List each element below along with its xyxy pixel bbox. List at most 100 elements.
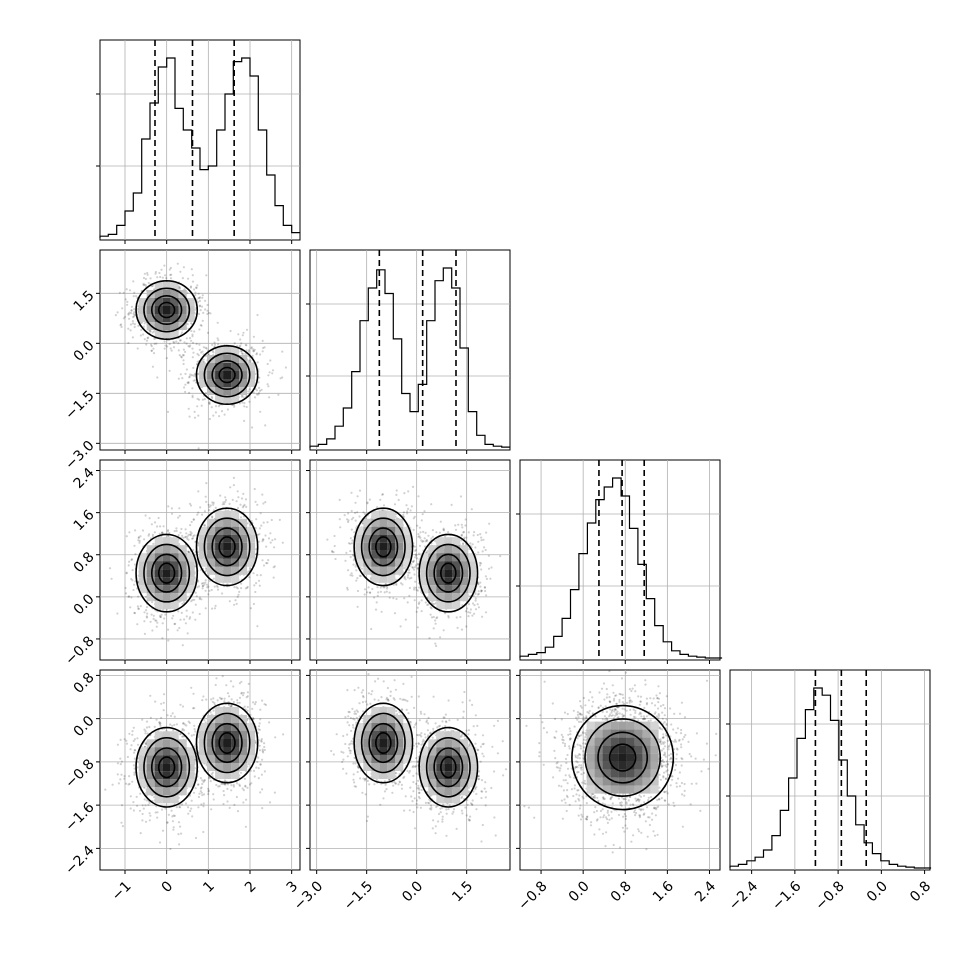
scatter-point bbox=[187, 344, 190, 348]
scatter-point bbox=[182, 266, 185, 269]
scatter-point bbox=[187, 407, 190, 410]
scatter-point bbox=[206, 312, 209, 316]
scatter-point bbox=[222, 789, 225, 793]
scatter-point bbox=[220, 782, 223, 786]
density-cell bbox=[170, 593, 179, 602]
scatter-point bbox=[143, 620, 146, 623]
scatter-point bbox=[136, 743, 140, 746]
scatter-point bbox=[253, 584, 256, 587]
scatter-point bbox=[180, 331, 184, 334]
joint-panel-1-2 bbox=[309, 459, 511, 661]
scatter-point bbox=[184, 528, 187, 531]
scatter-point bbox=[182, 536, 185, 539]
scatter-point bbox=[263, 770, 266, 773]
contour-line bbox=[195, 702, 259, 784]
density-cell bbox=[162, 322, 171, 330]
scatter-point bbox=[169, 277, 173, 280]
scatter-point bbox=[211, 516, 214, 519]
scatter-point bbox=[194, 379, 197, 382]
scatter-point bbox=[231, 498, 234, 501]
scatter-point bbox=[193, 288, 196, 291]
density-cell bbox=[186, 779, 195, 788]
scatter-point bbox=[148, 330, 152, 333]
scatter-point bbox=[143, 632, 146, 636]
density-cell bbox=[162, 779, 171, 788]
scatter-point bbox=[208, 402, 211, 405]
scatter-point bbox=[248, 388, 251, 391]
scatter-point bbox=[156, 621, 159, 624]
scatter-point bbox=[138, 541, 141, 544]
scatter-point bbox=[197, 511, 200, 514]
scatter-point bbox=[236, 506, 240, 510]
scatter-point bbox=[167, 505, 170, 508]
scatter-point bbox=[135, 295, 138, 298]
scatter-point bbox=[159, 724, 162, 727]
scatter-point bbox=[142, 325, 145, 328]
scatter-point bbox=[205, 347, 208, 350]
density-cell bbox=[178, 779, 187, 788]
scatter-point bbox=[202, 358, 205, 361]
density-cell bbox=[162, 593, 171, 602]
scatter-point bbox=[185, 609, 188, 612]
density-cell bbox=[199, 371, 208, 379]
scatter-point bbox=[274, 736, 277, 739]
density-cell bbox=[223, 526, 232, 535]
scatter-point bbox=[143, 322, 146, 325]
scatter-point bbox=[461, 526, 464, 529]
scatter-point bbox=[281, 350, 284, 353]
scatter-point bbox=[170, 273, 173, 276]
density-cell bbox=[154, 298, 163, 306]
scatter-point bbox=[251, 426, 254, 429]
scatter-point bbox=[138, 809, 142, 812]
density-cell bbox=[146, 593, 155, 602]
density-cell bbox=[215, 731, 224, 739]
scatter-point bbox=[247, 390, 250, 393]
density-cell bbox=[207, 363, 216, 371]
scatter-point bbox=[156, 376, 159, 379]
density-cell bbox=[146, 314, 155, 322]
density-cell bbox=[231, 707, 240, 715]
scatter-point bbox=[212, 577, 215, 580]
density-cell bbox=[231, 379, 240, 387]
scatter-point bbox=[198, 597, 201, 601]
density-cell bbox=[239, 747, 248, 755]
scatter-point bbox=[235, 500, 238, 503]
scatter-point bbox=[211, 501, 214, 504]
scatter-point bbox=[263, 742, 266, 745]
density-cell bbox=[162, 787, 171, 796]
scatter-point bbox=[160, 613, 163, 616]
scatter-point bbox=[192, 374, 195, 377]
density-cell bbox=[170, 298, 179, 306]
scatter-point bbox=[204, 567, 208, 570]
scatter-point bbox=[246, 709, 249, 712]
scatter-point bbox=[182, 722, 185, 725]
scatter-point bbox=[153, 725, 156, 729]
contour-line bbox=[135, 726, 199, 808]
scatter-point bbox=[164, 344, 167, 347]
scatter-point bbox=[160, 535, 163, 538]
scatter-point bbox=[203, 524, 206, 527]
scatter-point bbox=[160, 702, 163, 705]
scatter-point bbox=[205, 568, 208, 571]
density-cell bbox=[207, 558, 216, 567]
scatter-point bbox=[201, 513, 204, 516]
scatter-point bbox=[205, 500, 208, 503]
scatter-point bbox=[201, 584, 204, 588]
scatter-point bbox=[189, 285, 193, 288]
density-cell bbox=[170, 739, 179, 748]
scatter-point bbox=[277, 393, 280, 396]
scatter-point bbox=[229, 705, 233, 708]
scatter-point bbox=[125, 572, 128, 575]
scatter-point bbox=[133, 583, 136, 586]
scatter-point bbox=[259, 708, 262, 711]
density-cell bbox=[154, 787, 163, 796]
scatter-point bbox=[203, 779, 206, 782]
scatter-point bbox=[160, 268, 163, 271]
density-cell bbox=[178, 298, 187, 306]
scatter-point bbox=[256, 574, 259, 577]
contour-line bbox=[143, 287, 191, 333]
scatter-point bbox=[462, 531, 465, 534]
scatter-point bbox=[170, 809, 173, 812]
density-cell bbox=[239, 526, 248, 535]
scatter-point bbox=[191, 335, 194, 338]
